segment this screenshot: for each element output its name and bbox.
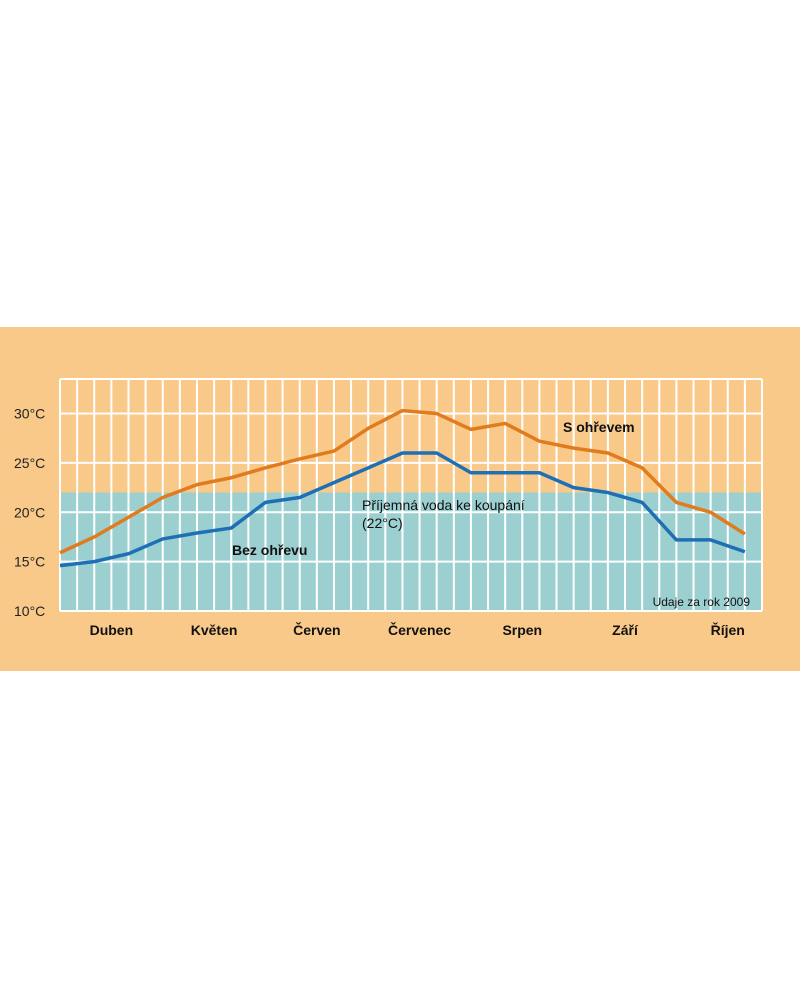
- series-line-0: [59, 408, 746, 555]
- data-source-note: Udaje za rok 2009: [653, 595, 751, 609]
- x-category-label: Květen: [191, 622, 238, 638]
- x-category-label: Duben: [90, 622, 134, 638]
- y-tick-label: 10°C: [14, 603, 45, 619]
- x-category-label: Srpen: [502, 622, 542, 638]
- line-chart: 10°C 15°C 20°C 25°C 30°C Duben Květen Červen Če…: [14, 378, 763, 638]
- y-tick-label: 20°C: [14, 504, 45, 520]
- series-line-1: [59, 451, 746, 568]
- x-axis-categories: Duben Květen Červen Červenec Srpen Září Říjen: [90, 621, 745, 638]
- reference-label-line1: Příjemná voda ke koupání: [362, 497, 525, 513]
- chart-panel: 10°C 15°C 20°C 25°C 30°C Duben Květen Červen Če…: [0, 327, 800, 671]
- x-category-label: Říjen: [711, 621, 745, 638]
- y-tick-label: 15°C: [14, 554, 45, 570]
- grid: [59, 378, 763, 612]
- y-axis-ticks: 10°C 15°C 20°C 25°C 30°C: [14, 406, 45, 619]
- reference-label-line2: (22°C): [362, 515, 403, 531]
- series-label-bez-ohrevu: Bez ohřevu: [232, 542, 307, 558]
- y-tick-label: 30°C: [14, 406, 45, 422]
- series-lines: [59, 408, 746, 568]
- y-tick-label: 25°C: [14, 455, 45, 471]
- x-category-label: Červenec: [388, 621, 451, 638]
- series-label-s-ohrevem: S ohřevem: [563, 419, 635, 435]
- x-category-label: Červen: [293, 621, 340, 638]
- x-category-label: Září: [612, 622, 639, 638]
